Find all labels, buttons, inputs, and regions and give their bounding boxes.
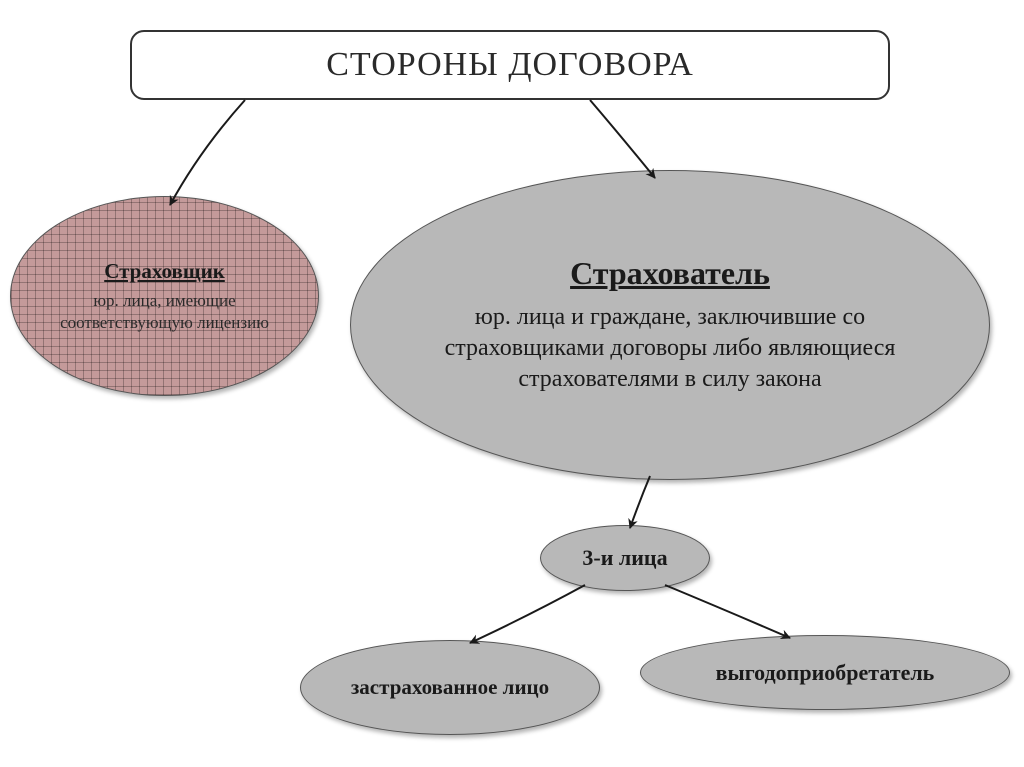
edge-third-insuredperson <box>470 585 585 643</box>
edge-title-policyholder <box>590 100 655 178</box>
node-insured-person-label: застрахованное лицо <box>351 674 549 700</box>
node-beneficiary-label: выгодоприобретатель <box>716 660 935 686</box>
node-third-parties: 3-и лица <box>540 525 710 591</box>
node-insurer: Страховщик юр. лица, имеющие соответству… <box>10 196 319 396</box>
node-beneficiary: выгодоприобретатель <box>640 635 1010 710</box>
edge-policyholder-third <box>630 476 650 528</box>
edge-title-insurer <box>170 100 245 205</box>
node-policyholder-heading: Страхователь <box>570 255 770 292</box>
node-third-parties-label: 3-и лица <box>582 545 667 571</box>
node-insurer-heading: Страховщик <box>104 259 225 284</box>
node-insurer-body: юр. лица, имеющие соответствующую лиценз… <box>31 290 298 333</box>
diagram-title: СТОРОНЫ ДОГОВОРА <box>130 30 890 100</box>
node-policyholder: Страхователь юр. лица и граждане, заключ… <box>350 170 990 480</box>
node-policyholder-body: юр. лица и граждане, заключившие со стра… <box>406 302 934 396</box>
diagram-title-text: СТОРОНЫ ДОГОВОРА <box>326 46 694 84</box>
node-insured-person: застрахованное лицо <box>300 640 600 735</box>
edge-third-beneficiary <box>665 585 790 638</box>
